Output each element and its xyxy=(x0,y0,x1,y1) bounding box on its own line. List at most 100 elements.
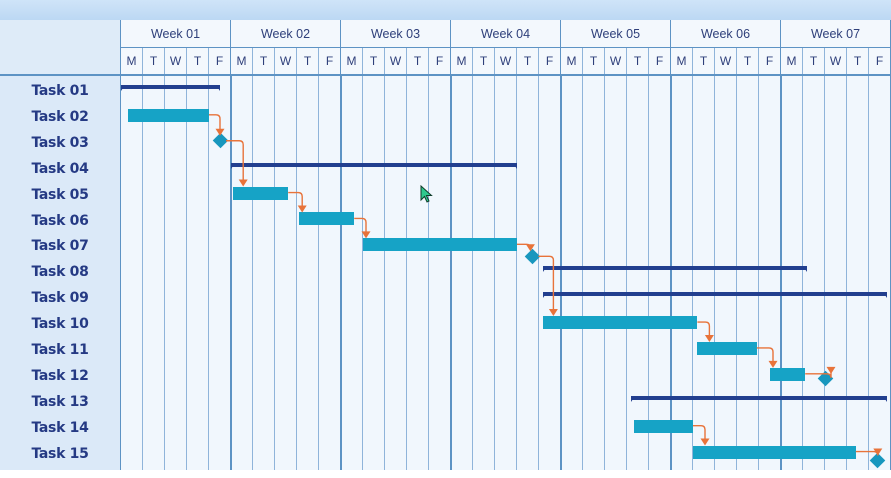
week-header: Week 06 xyxy=(671,20,781,48)
grid-line xyxy=(164,76,165,470)
day-header: F xyxy=(759,48,781,74)
task-label: Task 03 xyxy=(31,134,89,151)
grid-line xyxy=(846,76,847,470)
day-header: W xyxy=(825,48,847,74)
summary-bar[interactable] xyxy=(631,395,887,402)
day-header: T xyxy=(803,48,825,74)
task-label: Task 10 xyxy=(31,316,89,333)
day-header: F xyxy=(319,48,341,74)
grid-line xyxy=(560,76,562,470)
task-label: Task 14 xyxy=(31,419,89,436)
task-bar[interactable] xyxy=(299,212,355,226)
task-bar[interactable] xyxy=(233,186,289,200)
day-header: F xyxy=(209,48,231,74)
grid-line xyxy=(428,76,429,470)
grid-line xyxy=(538,76,539,470)
grid-line xyxy=(582,76,583,470)
summary-bar[interactable] xyxy=(543,292,887,299)
task-label: Task 12 xyxy=(31,367,89,384)
grid-line xyxy=(626,76,627,470)
task-bar[interactable] xyxy=(363,238,517,252)
day-header: W xyxy=(715,48,737,74)
summary-bar[interactable] xyxy=(231,162,517,169)
day-header: M xyxy=(781,48,803,74)
task-label: Task 08 xyxy=(31,264,89,281)
task-label: Task 05 xyxy=(31,186,89,203)
week-header: Week 04 xyxy=(451,20,561,48)
top-band xyxy=(0,0,891,21)
day-header: F xyxy=(429,48,451,74)
week-header: Week 05 xyxy=(561,20,671,48)
mouse-cursor-icon xyxy=(420,185,433,203)
day-header: W xyxy=(605,48,627,74)
grid-line xyxy=(670,76,672,470)
grid-line xyxy=(208,76,209,470)
task-bar[interactable] xyxy=(543,316,698,330)
day-header: T xyxy=(143,48,165,74)
week-header: Week 01 xyxy=(121,20,231,48)
task-bar[interactable] xyxy=(633,419,693,433)
day-header: T xyxy=(253,48,275,74)
day-header: T xyxy=(187,48,209,74)
day-header: T xyxy=(297,48,319,74)
day-header: F xyxy=(649,48,671,74)
task-bar[interactable] xyxy=(693,445,856,459)
day-header: T xyxy=(583,48,605,74)
day-header: F xyxy=(869,48,891,74)
task-label: Task 07 xyxy=(31,238,89,255)
day-header: W xyxy=(165,48,187,74)
grid-line xyxy=(802,76,803,470)
grid-line xyxy=(516,76,517,470)
grid-line xyxy=(780,76,782,470)
grid-line xyxy=(714,76,715,470)
task-label: Task 15 xyxy=(31,445,89,462)
header-divider xyxy=(121,74,891,76)
grid-line xyxy=(142,76,143,470)
day-header: T xyxy=(627,48,649,74)
day-header: T xyxy=(737,48,759,74)
day-header: M xyxy=(231,48,253,74)
task-bar[interactable] xyxy=(697,341,757,355)
task-label: Task 02 xyxy=(31,108,89,125)
summary-bar[interactable] xyxy=(121,84,220,91)
week-header: Week 02 xyxy=(231,20,341,48)
task-bar[interactable] xyxy=(770,367,806,381)
task-label: Task 06 xyxy=(31,212,89,229)
grid-line xyxy=(758,76,759,470)
grid-line xyxy=(692,76,693,470)
day-header: M xyxy=(121,48,143,74)
day-header: T xyxy=(407,48,429,74)
week-header: Week 07 xyxy=(781,20,891,48)
grid-line xyxy=(318,76,319,470)
day-header: T xyxy=(473,48,495,74)
grid-line xyxy=(186,76,187,470)
grid-line xyxy=(736,76,737,470)
grid-line xyxy=(296,76,297,470)
task-label-header xyxy=(0,20,120,76)
grid-line xyxy=(648,76,649,470)
day-header: M xyxy=(671,48,693,74)
gantt-chart-area: Week 01 M T W T F Week 02 M T W T F Week 03 M T W T F Week… xyxy=(121,20,891,470)
task-label: Task 01 xyxy=(31,83,89,99)
task-bar[interactable] xyxy=(127,108,209,122)
grid-line xyxy=(274,76,275,470)
grid-line xyxy=(604,76,605,470)
day-header: T xyxy=(847,48,869,74)
day-header: T xyxy=(517,48,539,74)
day-header: M xyxy=(561,48,583,74)
grid-line xyxy=(824,76,825,470)
day-header: T xyxy=(363,48,385,74)
task-label: Task 04 xyxy=(31,160,89,177)
grid-line xyxy=(384,76,385,470)
task-label: Task 11 xyxy=(31,342,89,358)
grid-line xyxy=(868,76,869,470)
day-header: T xyxy=(693,48,715,74)
grid-line xyxy=(472,76,473,470)
day-header: W xyxy=(275,48,297,74)
week-header: Week 03 xyxy=(341,20,451,48)
summary-bar[interactable] xyxy=(543,266,808,273)
grid-line xyxy=(362,76,363,470)
grid-line xyxy=(252,76,253,470)
day-header: F xyxy=(539,48,561,74)
grid-line xyxy=(494,76,495,470)
